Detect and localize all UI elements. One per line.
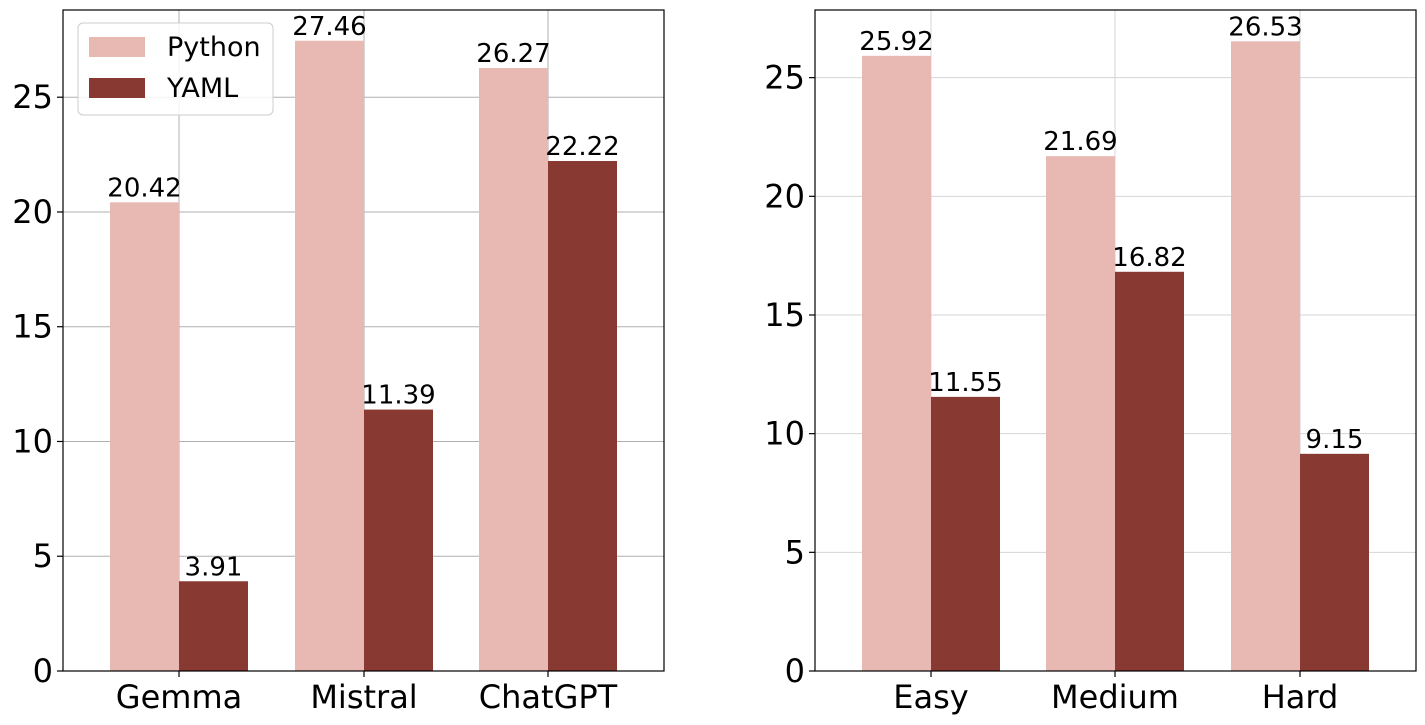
data-label: 25.92 [859,27,933,57]
x-tick-label: Hard [1262,678,1339,716]
y-tick-label: 20 [12,193,53,231]
x-tick-label: Medium [1051,678,1179,716]
data-label: 11.39 [361,381,435,411]
bar-yaml-easy [931,396,1000,671]
y-tick-label: 0 [33,652,53,690]
bar-yaml-chatgpt [548,161,617,671]
x-tick-label: Mistral [310,678,417,716]
data-label: 16.82 [1112,243,1186,273]
bar-yaml-mistral [364,409,433,671]
x-tick-label: ChatGPT [479,678,618,716]
bar-python-mistral [295,40,364,671]
y-tick-label: 25 [12,78,53,116]
data-label: 20.42 [107,173,181,203]
data-label: 11.55 [928,368,1002,398]
bar-python-easy [862,55,931,671]
legend-swatch-yaml [89,78,145,98]
legend-label: Python [167,32,261,63]
y-tick-label: 15 [12,308,53,346]
data-label: 26.53 [1228,12,1302,42]
y-tick-label: 25 [764,59,805,97]
bar-python-hard [1231,41,1300,671]
data-label: 9.15 [1306,425,1364,455]
legend: Python YAML [77,22,274,116]
x-tick-label: Easy [893,678,968,716]
data-label: 21.69 [1043,127,1117,157]
bar-python-medium [1046,156,1115,671]
data-label: 3.91 [185,552,243,582]
bar-yaml-gemma [179,581,248,671]
y-tick-label: 20 [764,177,805,215]
y-tick-label: 15 [764,296,805,334]
bar-python-chatgpt [479,68,548,671]
y-tick-label: 5 [785,533,805,571]
data-label: 26.27 [476,39,550,69]
y-tick-label: 0 [785,652,805,690]
y-tick-label: 5 [33,537,53,575]
bar-yaml-medium [1115,271,1184,671]
chart-panel-1: 20.42 27.46 26.27 3.91 11.39 22.22 0 5 10 15 20 25 G… [12,9,665,716]
y-tick-label: 10 [764,415,805,453]
data-label: 27.46 [292,12,366,42]
x-tick-label: Gemma [116,678,242,716]
bar-yaml-hard [1300,453,1369,671]
legend-label: YAML [166,73,238,104]
chart-panel-2: 25.92 21.69 26.53 11.55 16.82 9.15 0 5 10 15 20 25 E… [764,9,1417,716]
legend-swatch-python [89,37,145,57]
y-tick-label: 10 [12,422,53,460]
bar-python-gemma [110,202,179,671]
data-label: 22.22 [545,132,619,162]
